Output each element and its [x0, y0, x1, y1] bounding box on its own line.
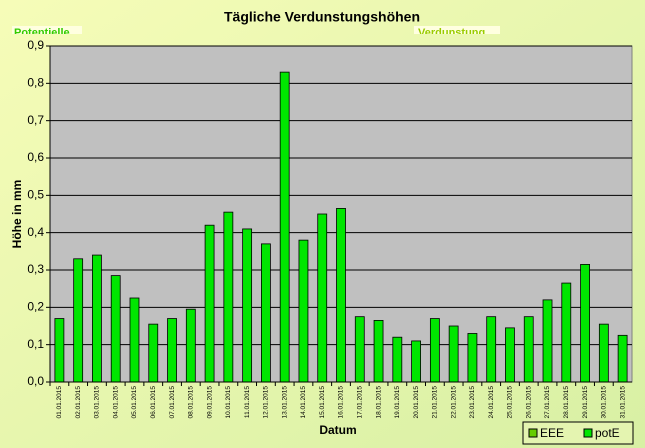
- bar: [336, 207, 346, 383]
- x-tick-label: 02.01.2015: [75, 386, 82, 419]
- y-tick-label: 0,2: [27, 300, 44, 314]
- legend-box: [522, 421, 634, 445]
- y-tick-label: 0,0: [27, 374, 44, 388]
- annotation-box: [12, 26, 82, 34]
- bar: [486, 316, 497, 383]
- bar: [54, 318, 65, 383]
- bar: [261, 243, 271, 383]
- bar: [448, 325, 459, 383]
- bar: [373, 319, 384, 383]
- bar: [523, 316, 534, 383]
- x-tick-label: 05.01.2015: [131, 386, 138, 419]
- legend-label: EEE: [540, 426, 564, 440]
- y-tick-label: 0,7: [27, 113, 44, 127]
- bar: [204, 224, 215, 383]
- x-tick-label: 09.01.2015: [206, 386, 213, 419]
- x-tick-label: 18.01.2015: [375, 386, 382, 419]
- bar: [392, 336, 403, 383]
- bar: [298, 239, 309, 383]
- x-axis-label: Datum: [319, 423, 356, 437]
- bar: [148, 323, 159, 383]
- y-axis-label: Höhe in mm: [10, 180, 24, 249]
- x-tick-label: 20.01.2015: [413, 386, 420, 419]
- legend-label: potE: [595, 426, 620, 440]
- bar: [467, 333, 478, 383]
- annotation-box: [414, 26, 500, 34]
- x-tick-label: 19.01.2015: [394, 386, 401, 419]
- chart-title: Tägliche Verdunstungshöhen: [224, 9, 420, 25]
- x-tick-label: 15.01.2015: [319, 386, 326, 419]
- annotations: Potentielle Verdunstung: [12, 26, 500, 39]
- x-tick-label: 28.01.2015: [563, 386, 570, 419]
- y-tick-label: 0,6: [27, 150, 44, 164]
- x-tick-label: 08.01.2015: [188, 386, 195, 419]
- bar: [505, 327, 515, 383]
- bar: [110, 275, 121, 383]
- annotation: Verdunstung: [418, 27, 485, 39]
- x-tick-label: 27.01.2015: [544, 386, 551, 419]
- x-tick-label: 11.01.2015: [244, 386, 251, 418]
- annotation: Potentielle: [14, 27, 70, 39]
- x-tick-label: 01.01.2015: [56, 386, 63, 419]
- bar: [279, 71, 290, 383]
- y-tick-label: 0,4: [27, 225, 44, 239]
- x-tick-label: 24.01.2015: [488, 386, 495, 419]
- x-tick-label: 29.01.2015: [582, 386, 589, 419]
- x-tick-label: 13.01.2015: [281, 386, 288, 419]
- bar: [73, 258, 84, 383]
- bar: [129, 297, 140, 383]
- y-tick-label: 0,9: [27, 38, 44, 52]
- legend-swatch: [528, 428, 538, 438]
- x-tick-label: 25.01.2015: [507, 386, 514, 419]
- x-tick-label: 26.01.2015: [525, 386, 532, 419]
- bar: [92, 254, 102, 383]
- bar: [167, 318, 177, 383]
- x-tick-label: 14.01.2015: [300, 386, 307, 419]
- x-tick-label: 10.01.2015: [225, 386, 232, 419]
- y-tick-label: 0,3: [27, 262, 44, 276]
- bar: [411, 340, 421, 383]
- x-tick-label: 22.01.2015: [450, 386, 457, 419]
- bar: [317, 213, 328, 383]
- bar: [185, 308, 196, 383]
- bar: [542, 299, 553, 383]
- x-tick-label: 04.01.2015: [112, 386, 119, 419]
- x-tick-label: 23.01.2015: [469, 386, 476, 419]
- y-tick-label: 0,1: [27, 337, 44, 351]
- bar: [580, 263, 590, 383]
- bar: [561, 282, 572, 383]
- bar: [429, 318, 440, 383]
- x-tick-label: 17.01.2015: [356, 386, 363, 419]
- legend-swatch: [583, 428, 593, 438]
- x-tick-label: 12.01.2015: [263, 386, 270, 419]
- x-tick-label: 21.01.2015: [432, 386, 439, 419]
- x-tick-label: 30.01.2015: [601, 386, 608, 419]
- y-tick-label: 0,8: [27, 76, 44, 90]
- x-tick-label: 07.01.2015: [169, 386, 176, 419]
- bar: [242, 228, 253, 383]
- bar: [598, 323, 609, 383]
- y-tick-label: 0,5: [27, 188, 44, 202]
- x-tick-label: 31.01.2015: [619, 386, 626, 419]
- bar: [223, 211, 234, 383]
- bar: [617, 334, 628, 383]
- x-tick-label: 03.01.2015: [94, 386, 101, 419]
- x-tick-label: 16.01.2015: [338, 386, 345, 419]
- bar: [354, 316, 365, 383]
- x-tick-label: 06.01.2015: [150, 386, 157, 419]
